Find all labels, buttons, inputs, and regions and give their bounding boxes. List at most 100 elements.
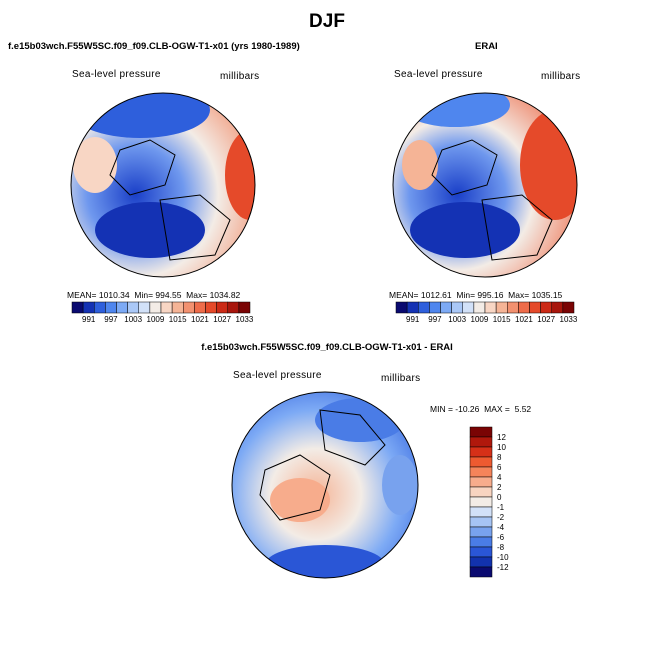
- colorbar-swatch: [469, 526, 493, 538]
- panel2-max-label: Max=: [508, 290, 530, 300]
- colorbar-swatch: [551, 301, 564, 314]
- panel1-mean-label: MEAN=: [67, 290, 97, 300]
- panel2-colorbar: 991 997 1003 1009 1015 1021 1027 1033: [395, 301, 578, 324]
- colorbar-swatch: [469, 496, 493, 508]
- colorbar-swatch: [227, 301, 240, 314]
- colorbar-swatch: [171, 301, 184, 314]
- panel2-min-value: 995.16: [477, 290, 504, 300]
- colorbar-tick-label: -2: [497, 513, 505, 522]
- colorbar-swatch: [495, 301, 508, 314]
- panel1-stats: MEAN= 1010.34 Min= 994.55 Max= 1034.82: [67, 290, 240, 300]
- colorbar-swatch: [451, 301, 463, 314]
- colorbar-swatch: [94, 301, 106, 314]
- colorbar-swatch: [469, 536, 493, 548]
- colorbar-swatch: [127, 301, 139, 314]
- colorbar-swatch: [406, 301, 419, 314]
- colorbar-swatch: [540, 301, 552, 314]
- colorbar-swatch: [469, 566, 493, 578]
- colorbar-swatch: [395, 301, 408, 314]
- colorbar-tick-label: 12: [497, 433, 506, 442]
- colorbar-swatch: [469, 556, 493, 568]
- colorbar-swatch: [440, 301, 452, 314]
- colorbar-tick-label: 1027: [213, 315, 231, 324]
- page-title: DJF: [309, 11, 345, 32]
- panel3-max-value: 5.52: [514, 404, 532, 414]
- panel3-units-label: millibars: [381, 373, 421, 384]
- colorbar-swatch: [116, 301, 128, 314]
- panel1-colorbar: 991 997 1003 1009 1015 1021 1027 1033: [71, 301, 254, 324]
- colorbar-tick-label: 1033: [560, 315, 578, 324]
- colorbar-swatch: [484, 301, 497, 314]
- panel1-units-label: millibars: [220, 71, 260, 82]
- colorbar-swatch: [418, 301, 430, 314]
- colorbar-tick-label: 1009: [471, 315, 489, 324]
- panel3-map: [231, 391, 419, 579]
- panel3-variable-label: Sea-level pressure: [233, 370, 322, 381]
- colorbar-swatch: [469, 456, 493, 468]
- colorbar-swatch: [469, 506, 493, 518]
- colorbar-swatch: [562, 301, 575, 314]
- colorbar-tick-label: 1015: [169, 315, 187, 324]
- colorbar-swatch: [469, 426, 493, 438]
- colorbar-swatch: [469, 436, 493, 448]
- colorbar-tick-label: 1009: [147, 315, 165, 324]
- colorbar-tick-label: -6: [497, 533, 505, 542]
- colorbar-tick-label: -12: [497, 563, 509, 572]
- colorbar-swatch: [82, 301, 95, 314]
- colorbar-swatch: [473, 301, 486, 314]
- colorbar-swatch: [238, 301, 251, 314]
- colorbar-swatch: [469, 476, 493, 488]
- panel1-max-label: Max=: [186, 290, 208, 300]
- colorbar-tick-label: 1021: [515, 315, 533, 324]
- colorbar-swatch: [507, 301, 519, 314]
- colorbar-swatch: [160, 301, 173, 314]
- colorbar-tick-label: -8: [497, 543, 505, 552]
- panel1-map: [70, 92, 256, 278]
- colorbar-swatch: [194, 301, 206, 314]
- colorbar-tick-label: 0: [497, 493, 502, 502]
- colorbar-tick-label: -4: [497, 523, 505, 532]
- panel3-stats: MIN = -10.26 MAX = 5.52: [430, 404, 531, 414]
- panel1-mean-value: 1010.34: [98, 290, 130, 300]
- colorbar-tick-label: 1015: [493, 315, 511, 324]
- panel2-mean-label: MEAN=: [389, 290, 419, 300]
- colorbar-swatch: [183, 301, 195, 314]
- colorbar-tick-label: 1033: [236, 315, 254, 324]
- colorbar-swatch: [105, 301, 117, 314]
- panel3-min-value: -10.26: [455, 404, 480, 414]
- colorbar-tick-label: 1021: [191, 315, 209, 324]
- colorbar-tick-label: 991: [406, 315, 420, 324]
- colorbar-swatch: [518, 301, 530, 314]
- colorbar-swatch: [138, 301, 151, 314]
- panel1-min-value: 994.55: [155, 290, 182, 300]
- colorbar-swatch: [216, 301, 228, 314]
- panel2-units-label: millibars: [541, 71, 581, 82]
- panel1-min-label: Min=: [134, 290, 154, 300]
- colorbar-tick-label: 1003: [448, 315, 466, 324]
- colorbar-swatch: [469, 546, 493, 558]
- panel2-max-value: 1035.15: [531, 290, 563, 300]
- panel2-title: ERAI: [475, 41, 498, 52]
- colorbar-tick-label: 997: [104, 315, 118, 324]
- colorbar-swatch: [469, 466, 493, 478]
- colorbar-tick-label: 2: [497, 483, 502, 492]
- colorbar-swatch: [529, 301, 541, 314]
- colorbar-swatch: [469, 516, 493, 528]
- panel1-title: f.e15b03wch.F55W5SC.f09_f09.CLB-OGW-T1-x…: [8, 41, 300, 52]
- panel2-stats: MEAN= 1012.61 Min= 995.16 Max= 1035.15: [389, 290, 562, 300]
- panel1-variable-label: Sea-level pressure: [72, 69, 161, 80]
- colorbar-tick-label: 8: [497, 453, 502, 462]
- panel3-title: f.e15b03wch.F55W5SC.f09_f09.CLB-OGW-T1-x…: [201, 342, 453, 353]
- panel2-min-label: Min=: [456, 290, 476, 300]
- colorbar-tick-label: 1027: [537, 315, 555, 324]
- colorbar-tick-label: -1: [497, 503, 505, 512]
- colorbar-tick-label: 997: [428, 315, 442, 324]
- colorbar-tick-label: 6: [497, 463, 502, 472]
- colorbar-tick-label: -10: [497, 553, 509, 562]
- colorbar-swatch: [205, 301, 217, 314]
- panel2-mean-value: 1012.61: [420, 290, 452, 300]
- colorbar-tick-label: 991: [82, 315, 96, 324]
- colorbar-swatch: [429, 301, 441, 314]
